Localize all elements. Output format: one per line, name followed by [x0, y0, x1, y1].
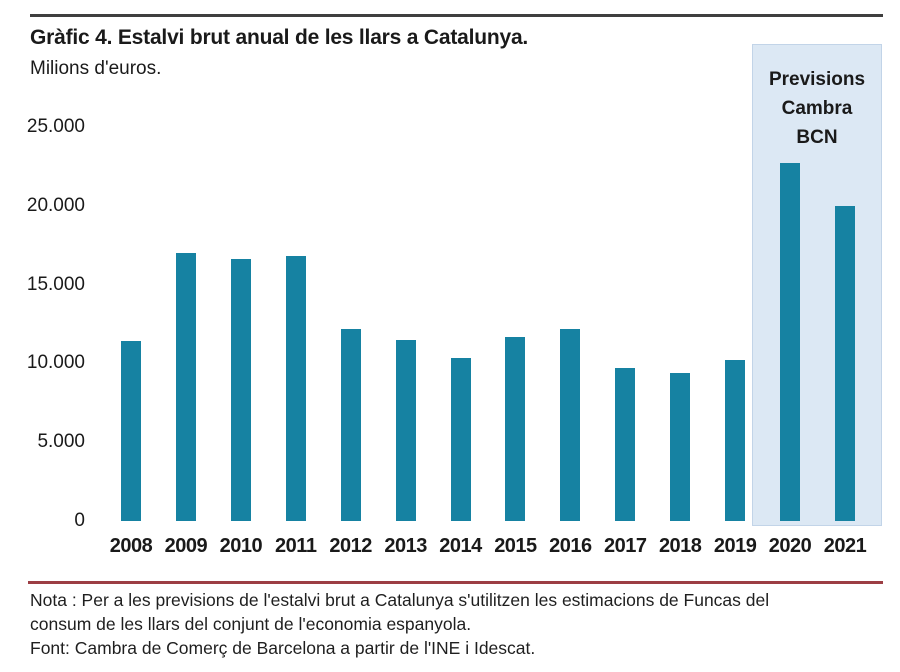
x-axis-label-2010: 2010 — [219, 535, 263, 557]
forecast-band-label: Previsions Cambra BCN — [768, 69, 866, 148]
x-axis-label-2018: 2018 — [658, 535, 702, 557]
chart-title: Gràfic 4. Estalvi brut anual de les llar… — [30, 26, 529, 49]
bar-2012 — [340, 328, 361, 521]
bar-2020 — [780, 163, 801, 521]
y-axis-tick-10.000: 10.000 — [26, 352, 85, 374]
y-axis-tick-25.000: 25.000 — [26, 116, 85, 137]
bar-2019 — [725, 360, 746, 521]
x-axis-label-2014: 2014 — [439, 535, 482, 557]
source-text: Font: Cambra de Comerç de Barcelona a pa… — [30, 638, 536, 658]
x-axis-label-2017: 2017 — [604, 535, 647, 557]
x-axis-label-2019: 2019 — [713, 535, 757, 557]
bar-2009 — [175, 253, 196, 521]
note-block: Nota : Per a les previsions de l'estalvi… — [30, 588, 890, 660]
forecast-highlight-band: Previsions Cambra BCN — [752, 44, 882, 526]
y-axis-tick-20.000: 20.000 — [26, 194, 85, 216]
bar-2008 — [121, 341, 141, 521]
bar-2013 — [395, 339, 416, 521]
bar-2014 — [450, 357, 471, 521]
x-axis-label-2012: 2012 — [329, 535, 372, 557]
y-axis-tick-5.000: 5.000 — [37, 431, 85, 453]
bar-2017 — [615, 368, 636, 521]
x-axis-label-2008: 2008 — [109, 535, 153, 557]
x-axis-label-2009: 2009 — [164, 535, 208, 557]
y-axis-tick-0: 0 — [74, 510, 85, 531]
note-text-line-2: consum de les llars del conjunt de l'eco… — [30, 614, 472, 634]
bar-2021 — [834, 205, 855, 521]
x-axis-label-2013: 2013 — [384, 535, 427, 557]
bar-2016 — [560, 328, 581, 521]
chart-subtitle: Milions d'euros. — [30, 58, 162, 79]
bar-2015 — [505, 336, 526, 521]
x-axis-label-2021: 2021 — [823, 535, 867, 557]
x-axis-label-2011: 2011 — [275, 535, 317, 557]
note-divider-rule — [28, 581, 883, 584]
x-axis-label-2020: 2020 — [768, 535, 812, 557]
top-divider-rule — [30, 14, 883, 17]
y-axis-tick-15.000: 15.000 — [26, 273, 85, 295]
note-text-line-1: Nota : Per a les previsions de l'estalvi… — [30, 590, 770, 610]
bar-2018 — [670, 372, 691, 521]
x-axis-label-2015: 2015 — [494, 535, 537, 557]
x-axis-label-2016: 2016 — [549, 535, 592, 557]
plot-area: Previsions Cambra BCN 0 5.000 10.000 15.000… — [26, 44, 882, 557]
bar-2011 — [285, 256, 306, 521]
bar-2010 — [230, 259, 251, 521]
